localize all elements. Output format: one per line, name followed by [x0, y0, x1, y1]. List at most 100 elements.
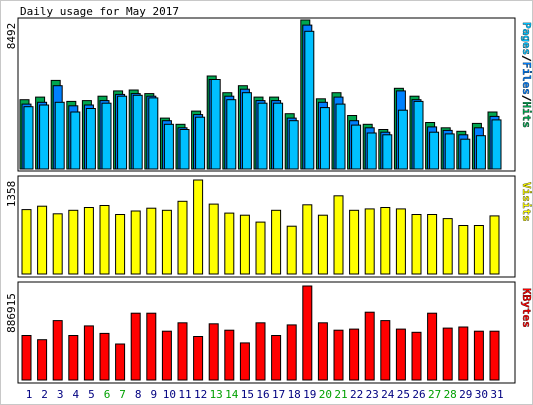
max-label-visits: 1358: [5, 181, 18, 208]
bar-kbytes-day-28: [442, 327, 453, 381]
bar-pages-day-31: [491, 119, 502, 170]
x-tick-label-6: 6: [104, 388, 111, 401]
max-label-kbytes: 886915: [5, 293, 18, 333]
bar-kbytes-day-7: [115, 343, 126, 381]
x-tick-label-2: 2: [41, 388, 48, 401]
x-tick-label-9: 9: [150, 388, 157, 401]
bar-pages-day-24: [382, 134, 393, 170]
bar-kbytes-day-27: [427, 312, 438, 381]
bars-kbytes: [21, 285, 500, 381]
bar-pages-day-27: [429, 131, 440, 170]
bar-kbytes-day-26: [411, 331, 422, 381]
bar-kbytes-day-20: [317, 322, 328, 381]
bar-visits-day-19: [302, 204, 313, 275]
kbytes-panel: 886915 KBytes: [5, 281, 533, 384]
bar-kbytes-day-29: [458, 326, 469, 381]
bar-visits-day-16: [255, 221, 266, 275]
bar-pages-day-7: [117, 95, 128, 170]
bar-visits-day-18: [286, 225, 297, 275]
bar-pages-day-9: [148, 97, 159, 170]
bar-kbytes-day-24: [380, 320, 391, 381]
bar-pages-day-17: [273, 102, 284, 170]
bar-pages-day-15: [241, 92, 252, 170]
x-tick-label-1: 1: [26, 388, 33, 401]
bar-kbytes-day-18: [286, 324, 297, 381]
x-tick-label-21: 21: [334, 388, 347, 401]
side-label-part-2: Files: [520, 62, 533, 95]
bar-kbytes-day-12: [193, 336, 204, 381]
bar-pages-day-11: [179, 129, 190, 170]
x-axis-day-labels: 1 2 3 4 5 6 7 8 9 10 11 12 13 14 15 16 17 18 19 20 21 22 23 24 2…: [26, 388, 504, 401]
side-label-text: Pages/Files/Hits: [520, 22, 533, 128]
side-label-part-1: /: [520, 55, 533, 62]
bar-pages-day-2: [39, 104, 50, 170]
bar-pages-day-29: [460, 138, 471, 170]
bar-kbytes-day-10: [161, 330, 172, 381]
side-label-part-4: Hits: [520, 102, 533, 129]
bar-visits-day-27: [427, 214, 438, 275]
bar-pages-day-19: [304, 30, 315, 170]
bar-visits-day-25: [395, 208, 406, 275]
bar-pages-day-25: [397, 109, 408, 170]
bar-visits-day-10: [161, 209, 172, 275]
x-tick-label-29: 29: [459, 388, 472, 401]
x-tick-label-15: 15: [241, 388, 254, 401]
max-label-hits: 8492: [5, 23, 18, 50]
bar-pages-day-6: [101, 102, 112, 170]
bar-kbytes-day-14: [224, 329, 235, 381]
bar-visits-day-23: [364, 208, 375, 275]
x-tick-label-31: 31: [490, 388, 503, 401]
bar-visits-day-6: [99, 205, 110, 275]
bar-kbytes-day-30: [473, 330, 484, 381]
x-tick-label-27: 27: [428, 388, 441, 401]
x-tick-label-8: 8: [135, 388, 142, 401]
x-tick-label-12: 12: [194, 388, 207, 401]
bar-kbytes-day-9: [146, 312, 157, 381]
bar-visits-day-21: [333, 195, 344, 275]
side-label-text: KBytes: [520, 288, 533, 328]
bar-kbytes-day-5: [83, 325, 94, 381]
side-label-part-0: KBytes: [520, 288, 533, 328]
visits-panel: 1358 Visits: [5, 175, 533, 278]
bar-kbytes-day-31: [489, 330, 500, 381]
bar-visits-day-5: [83, 207, 94, 275]
bar-pages-day-16: [257, 102, 268, 170]
side-label-kbytes: KBytes: [520, 288, 533, 328]
bar-pages-day-26: [413, 100, 424, 170]
bar-visits-day-1: [21, 209, 32, 275]
bar-pages-day-8: [132, 94, 143, 170]
bar-kbytes-day-11: [177, 322, 188, 381]
bar-kbytes-day-4: [68, 335, 79, 381]
bar-pages-day-30: [475, 135, 486, 170]
bar-kbytes-day-25: [395, 328, 406, 381]
hits-files-pages-panel: 8492 Pages/Files/Hits: [5, 17, 533, 172]
bar-kbytes-day-17: [271, 335, 282, 381]
bar-visits-day-3: [52, 213, 63, 275]
bars-hits-files-pages: [19, 19, 502, 170]
x-tick-label-28: 28: [444, 388, 457, 401]
bar-kbytes-day-1: [21, 335, 32, 381]
bar-visits-day-30: [473, 225, 484, 275]
bar-visits-day-26: [411, 214, 422, 275]
bar-visits-day-12: [193, 179, 204, 275]
bar-visits-day-17: [271, 209, 282, 275]
x-tick-label-24: 24: [381, 388, 395, 401]
bar-kbytes-day-15: [239, 342, 250, 381]
x-tick-label-17: 17: [272, 388, 285, 401]
bar-visits-day-13: [208, 203, 219, 275]
bar-visits-day-2: [37, 205, 48, 275]
bar-pages-day-22: [351, 124, 362, 170]
bar-kbytes-day-6: [99, 332, 110, 381]
x-tick-label-22: 22: [350, 388, 363, 401]
side-label-part-0: Visits: [520, 182, 533, 222]
bar-pages-day-13: [210, 79, 221, 170]
bar-kbytes-day-13: [208, 323, 219, 381]
bar-visits-day-9: [146, 207, 157, 275]
bar-pages-day-5: [85, 108, 96, 170]
bar-pages-day-12: [195, 116, 206, 170]
bar-pages-day-14: [226, 99, 237, 170]
x-tick-label-30: 30: [475, 388, 488, 401]
bar-visits-day-15: [239, 214, 250, 275]
bar-pages-day-21: [335, 103, 346, 170]
